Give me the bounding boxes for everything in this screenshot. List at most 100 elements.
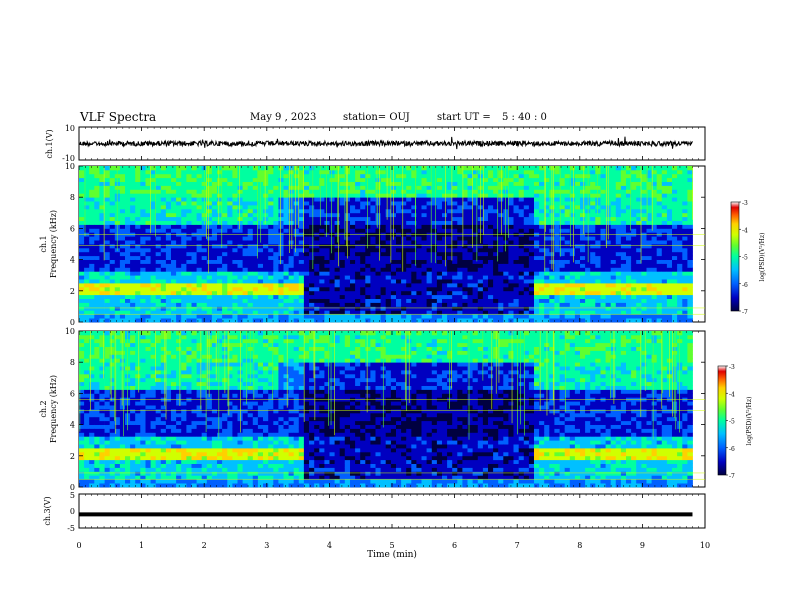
spectrogram-cell xyxy=(534,228,540,233)
spectrogram-cell xyxy=(656,189,663,194)
spectrogram-cell xyxy=(155,255,162,260)
spectrogram-cell xyxy=(186,275,192,280)
spectrogram-cell xyxy=(206,290,213,296)
spectrogram-cell xyxy=(150,314,157,319)
spectrogram-cell xyxy=(222,271,228,276)
spectrogram-cell xyxy=(79,181,85,186)
spectrogram-cell xyxy=(186,271,192,276)
spectrogram-cell xyxy=(656,177,663,182)
spectrogram-cell xyxy=(273,166,279,171)
spectrogram-cell xyxy=(666,255,673,260)
spectrogram-cell xyxy=(125,193,131,198)
spectrogram-cell xyxy=(324,224,330,229)
spectrogram-cell xyxy=(488,290,494,296)
spectrogram-cell xyxy=(160,220,167,225)
spectrogram-cell xyxy=(165,197,172,202)
spectrogram-cell xyxy=(380,251,387,257)
spectrogram-cell xyxy=(206,255,213,260)
spectrogram-cell xyxy=(677,286,683,292)
spectrogram-cell xyxy=(104,267,111,272)
spectrogram-cell xyxy=(339,279,346,284)
spectrogram-cell xyxy=(620,224,627,229)
spectrogram-cell xyxy=(268,314,274,319)
spectrogram-cell xyxy=(559,181,566,186)
spectrogram-cell xyxy=(401,318,407,323)
spectrogram-cell xyxy=(252,263,259,268)
spectrogram-cell xyxy=(99,306,105,311)
spectrogram-cell xyxy=(283,216,289,221)
spectrogram-cell xyxy=(176,236,182,241)
spectrogram-cell xyxy=(672,216,678,221)
spectrogram-cell xyxy=(314,201,320,206)
spectrogram-cell xyxy=(298,298,305,303)
spectrogram-cell xyxy=(396,247,402,253)
spectrogram-cell xyxy=(610,251,617,257)
spectrogram-cell xyxy=(130,244,136,249)
spectrogram-cell xyxy=(672,271,678,276)
spectrogram-cell xyxy=(651,251,658,257)
spectrogram-cell xyxy=(605,267,612,272)
spectrogram-cell xyxy=(314,189,320,194)
spectrogram-cell xyxy=(513,169,519,175)
spectrogram-cell xyxy=(554,166,560,171)
freq-tick-label: 6 xyxy=(70,224,75,233)
spectrogram-cell xyxy=(119,302,126,307)
spectrogram-cell xyxy=(278,236,284,241)
spectrogram-cell xyxy=(457,275,463,280)
spectrogram-cell xyxy=(252,314,259,319)
spectrogram-cell xyxy=(196,302,203,307)
spectrogram-cell xyxy=(396,212,402,218)
spectrogram-cell xyxy=(380,298,387,303)
spectrogram-cell xyxy=(595,173,601,179)
spectrogram-cell xyxy=(513,267,519,272)
spectrogram-cell xyxy=(442,193,448,198)
spectrogram-cell xyxy=(574,267,581,272)
spectrogram-cell xyxy=(467,224,473,229)
spectrogram-cell xyxy=(227,212,233,218)
spectrogram-cell xyxy=(365,247,371,253)
spectrogram-cell xyxy=(288,298,295,303)
spectrogram-cell xyxy=(672,286,678,292)
spectrogram-cell xyxy=(523,259,530,264)
spectrogram-cell xyxy=(283,181,289,186)
spectrogram-cell xyxy=(580,177,586,182)
spectrogram-cell xyxy=(661,263,668,268)
spectrogram-cell xyxy=(145,197,151,202)
spectrogram-cell xyxy=(677,294,683,299)
spectrogram-cell xyxy=(288,267,295,272)
spectrogram-cell xyxy=(406,271,412,276)
spectrogram-cell xyxy=(360,240,366,245)
spectrogram-cell xyxy=(165,240,172,245)
spectrogram-cell xyxy=(329,189,335,194)
spectrogram-cell xyxy=(564,294,571,299)
spectrogram-cell xyxy=(293,201,300,206)
spectrogram-cell xyxy=(150,259,157,264)
spectrogram-cell xyxy=(518,169,525,175)
spectrogram-cell xyxy=(651,259,658,264)
spectrogram-cell xyxy=(482,181,489,186)
spectrogram-cell xyxy=(94,294,100,299)
spectrogram-cell xyxy=(283,271,289,276)
spectrogram-cell xyxy=(365,169,371,175)
spectrogram-cell xyxy=(247,166,254,171)
spectrogram-cell xyxy=(385,205,392,210)
spectrogram-cell xyxy=(590,279,596,284)
spectrogram-cell xyxy=(252,220,259,225)
spectrogram-cell xyxy=(651,181,658,186)
spectrogram-cell xyxy=(145,185,151,190)
spectrogram-cell xyxy=(416,169,422,175)
spectrogram-cell xyxy=(503,193,509,198)
spectrogram-cell xyxy=(462,286,468,292)
spectrogram-cell xyxy=(380,263,387,268)
spectrogram-cell xyxy=(350,205,356,210)
spectrogram-cell xyxy=(380,286,387,292)
spectrogram-cell xyxy=(191,302,197,307)
spectrogram-cell xyxy=(375,216,381,221)
spectrogram-cell xyxy=(79,318,85,323)
spectrogram-cell xyxy=(656,302,663,307)
spectrogram-cell xyxy=(472,310,479,315)
spectrogram-cell xyxy=(242,169,249,175)
spectrogram-cell xyxy=(615,290,622,296)
spectrogram-cell xyxy=(303,197,310,202)
